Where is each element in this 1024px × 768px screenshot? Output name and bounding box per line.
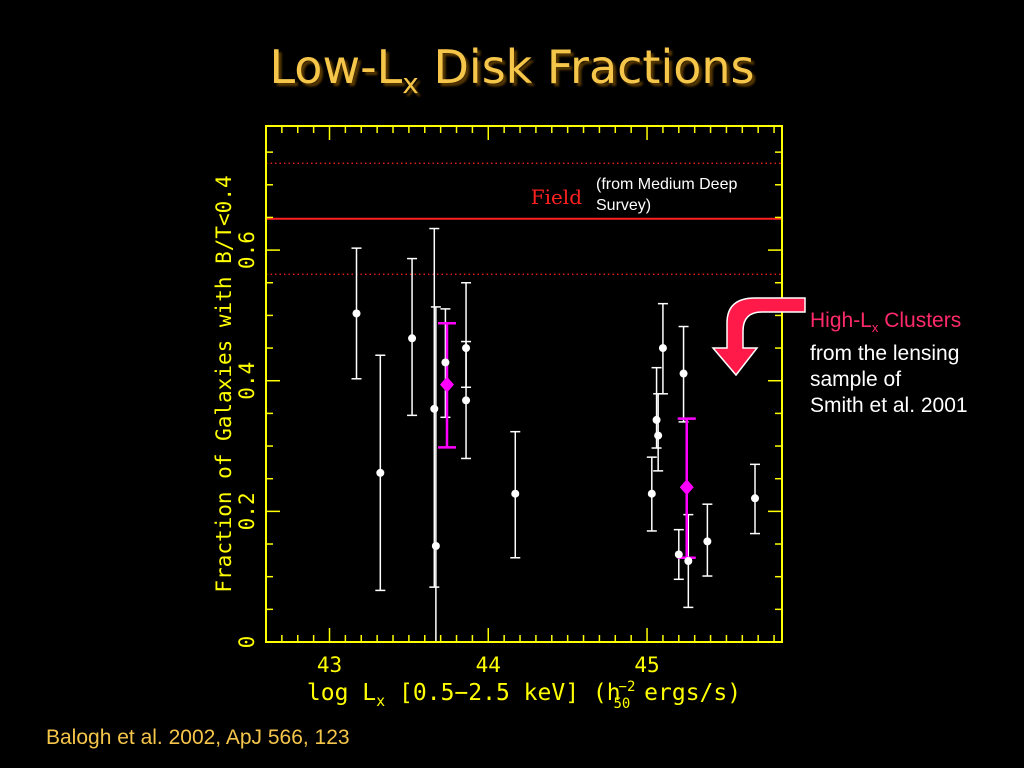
group-data-point: [431, 541, 440, 550]
group-data-point: [408, 334, 417, 343]
group-data-point: [658, 344, 667, 353]
callout-pink-text: High-L: [810, 309, 872, 332]
x-tick-label: 44: [476, 653, 501, 677]
x-label-h-subscript: 50: [613, 696, 630, 712]
y-tick-label: 0: [235, 636, 259, 649]
callout-pink-rest: Clusters: [878, 309, 962, 332]
cluster-diamond-point: [679, 479, 694, 496]
group-data-point: [376, 468, 385, 477]
field-reference-layer: [266, 162, 782, 275]
slide-title: Low-Lx Disk Fractions: [0, 40, 1024, 100]
group-data-point: [674, 550, 683, 559]
axis-ticks-layer: [265, 126, 782, 643]
data-points-layer: [352, 309, 760, 566]
x-label-rest: [0.5−2.5 keV] (h: [385, 680, 620, 706]
group-data-point: [462, 344, 471, 353]
group-data-point: [430, 404, 439, 413]
group-data-point: [462, 396, 471, 405]
group-data-point: [679, 369, 688, 378]
callout-line4: Smith et al. 2001: [810, 394, 968, 418]
group-data-point: [647, 489, 656, 498]
pointing-arrow-icon: [711, 297, 806, 377]
y-tick-label: 0.6: [235, 231, 259, 269]
x-label-subscript: x: [376, 692, 385, 710]
citation: Balogh et al. 2002, ApJ 566, 123: [46, 726, 350, 749]
y-axis-label: Fraction of Galaxies with B/T<0.4: [212, 175, 236, 592]
callout-line2: from the lensing: [810, 342, 960, 366]
group-data-point: [652, 415, 661, 424]
y-tick-label: 0.2: [235, 492, 259, 530]
group-data-point: [511, 489, 520, 498]
field-source-note: (from Medium Deep Survey): [596, 174, 786, 216]
group-data-point: [352, 309, 361, 318]
tick-labels-layer: 43 44 45 0 0.2 0.4 0.6: [235, 231, 660, 677]
title-main: Low-L: [269, 40, 403, 94]
x-tick-label: 43: [317, 653, 342, 677]
callout-line1: High-Lx Clusters: [810, 308, 968, 341]
title-rest: Disk Fractions: [418, 40, 755, 94]
x-label-end: ergs/s): [630, 680, 741, 706]
cluster-diamond-point: [439, 376, 454, 393]
group-data-point: [703, 537, 712, 546]
callout-line3: sample of: [810, 368, 902, 392]
high-lx-callout: High-Lx Clusters from the lensing sample…: [810, 308, 968, 419]
group-data-point: [441, 358, 450, 367]
group-data-point: [684, 557, 693, 566]
y-tick-label: 0.4: [235, 362, 259, 400]
field-note-line1: (from Medium Deep: [596, 176, 738, 193]
field-label: Field: [531, 185, 583, 209]
x-label-superscript: −2: [619, 679, 636, 695]
field-note-line2: Survey): [596, 197, 652, 214]
error-bars-layer: [351, 227, 761, 643]
group-data-point: [751, 494, 760, 503]
group-data-point: [654, 431, 663, 440]
title-subscript: x: [402, 67, 419, 101]
callout-subscript: x: [871, 320, 879, 336]
x-label-main: log L: [307, 680, 376, 706]
x-tick-label: 45: [634, 653, 659, 677]
plot-frame: [265, 125, 783, 643]
x-axis-label: log Lx [0.5−2.5 keV] (h−2 50 ergs/s): [307, 679, 741, 712]
